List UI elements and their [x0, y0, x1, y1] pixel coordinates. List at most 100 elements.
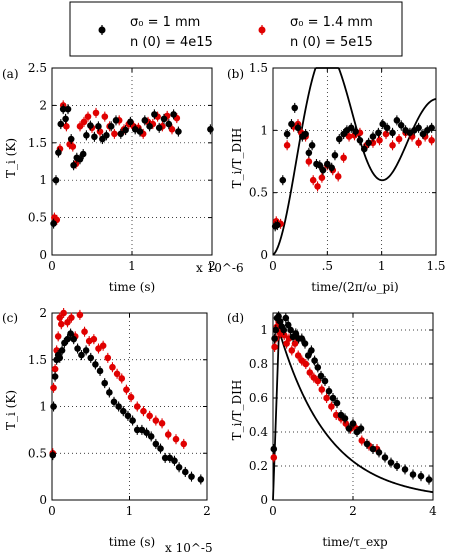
- x-tick-label: 0: [269, 259, 277, 273]
- x-tick-label: 2: [208, 259, 216, 273]
- data-point: [141, 117, 149, 124]
- data-point: [112, 117, 120, 124]
- y-tick-label: 1: [39, 400, 47, 414]
- legend-label-2-line2: n (0) = 5e15: [290, 35, 373, 50]
- data-point: [170, 111, 177, 118]
- data-point: [115, 403, 122, 410]
- data-point: [168, 126, 176, 133]
- data-point: [143, 429, 150, 436]
- data-point: [74, 345, 81, 352]
- data-point: [64, 105, 72, 113]
- data-point: [288, 347, 296, 354]
- data-point: [283, 141, 291, 149]
- data-point: [164, 431, 172, 438]
- data-point: [428, 124, 435, 132]
- legend-label-1-line2: n (0) = 4e15: [130, 35, 213, 50]
- x-multiplier-a: x 10^-6: [196, 261, 244, 275]
- data-point: [274, 221, 281, 229]
- data-point: [127, 118, 134, 126]
- data-point: [415, 124, 422, 132]
- x-tick-label: 2: [203, 504, 211, 518]
- data-point: [67, 330, 74, 337]
- data-point: [146, 412, 153, 420]
- data-point: [352, 128, 359, 135]
- data-point: [133, 403, 141, 410]
- y-tick-label: 0.5: [249, 186, 268, 200]
- data-point: [117, 130, 125, 138]
- y-tick-label: 1.5: [249, 61, 268, 75]
- data-point: [182, 468, 189, 476]
- data-point: [140, 407, 147, 415]
- data-point: [331, 151, 339, 159]
- data-point: [152, 417, 160, 424]
- data-point: [81, 328, 88, 336]
- data-point: [49, 451, 57, 459]
- data-point: [271, 343, 278, 351]
- x-tick-label: 1: [378, 259, 386, 273]
- data-point: [314, 377, 322, 385]
- data-point: [76, 123, 84, 130]
- data-point: [341, 415, 349, 422]
- data-point: [76, 155, 84, 163]
- data-point: [62, 115, 69, 123]
- data-point: [349, 420, 357, 427]
- data-point: [306, 369, 314, 376]
- data-point: [69, 143, 77, 150]
- data-point: [365, 139, 372, 147]
- data-point: [104, 354, 112, 362]
- data-point: [292, 330, 300, 337]
- data-point: [52, 176, 60, 184]
- data-point: [393, 117, 401, 124]
- data-point: [284, 321, 292, 329]
- data-point: [340, 154, 347, 162]
- data-point: [401, 466, 409, 473]
- data-point: [175, 463, 183, 471]
- data-point: [129, 417, 136, 424]
- legend: σ₀ = 1 mm n (0) = 4e15 σ₀ = 1.4 mm n (0)…: [69, 1, 403, 57]
- data-point: [342, 420, 350, 427]
- x-tick-label: 0: [269, 504, 277, 518]
- panel-b: 0.5 1 1.500.511.5: [249, 61, 446, 273]
- data-point: [152, 440, 160, 448]
- data-point: [136, 128, 144, 135]
- data-point: [419, 130, 427, 138]
- data-point: [304, 352, 312, 359]
- data-point: [60, 309, 67, 317]
- data-point: [92, 361, 99, 368]
- data-point: [147, 433, 155, 440]
- data-point: [417, 472, 425, 480]
- data-point: [347, 124, 355, 132]
- data-point: [161, 454, 169, 462]
- data-point: [329, 394, 337, 402]
- x-tick-label: 0: [48, 259, 56, 273]
- data-point: [146, 123, 153, 130]
- data-point: [90, 335, 98, 343]
- data-point: [381, 454, 389, 461]
- data-point: [389, 129, 396, 137]
- y-tick-label: 1: [260, 323, 268, 337]
- data-point: [363, 440, 371, 448]
- data-point: [308, 347, 315, 354]
- ylabel-b: T_i/T_DIH: [230, 128, 244, 189]
- legend-box: [69, 1, 403, 57]
- panel-label-a: (a): [2, 67, 19, 81]
- xlabel-c: time (s): [109, 535, 155, 549]
- data-point: [80, 118, 88, 126]
- data-point: [118, 375, 126, 382]
- xlabel-b: time/(2π/ω_pi): [311, 280, 398, 294]
- data-point: [375, 129, 382, 137]
- data-point: [70, 335, 77, 343]
- data-point: [96, 367, 104, 375]
- y-tick-label: 0.5: [28, 211, 47, 225]
- data-point: [123, 386, 130, 393]
- data-point: [328, 164, 335, 172]
- data-point: [291, 340, 299, 347]
- x-tick-label: 2: [349, 504, 357, 518]
- data-point: [87, 122, 94, 129]
- data-point: [56, 354, 64, 362]
- data-point: [357, 425, 365, 432]
- data-point: [78, 351, 85, 359]
- data-point: [376, 137, 383, 144]
- data-point: [319, 166, 327, 174]
